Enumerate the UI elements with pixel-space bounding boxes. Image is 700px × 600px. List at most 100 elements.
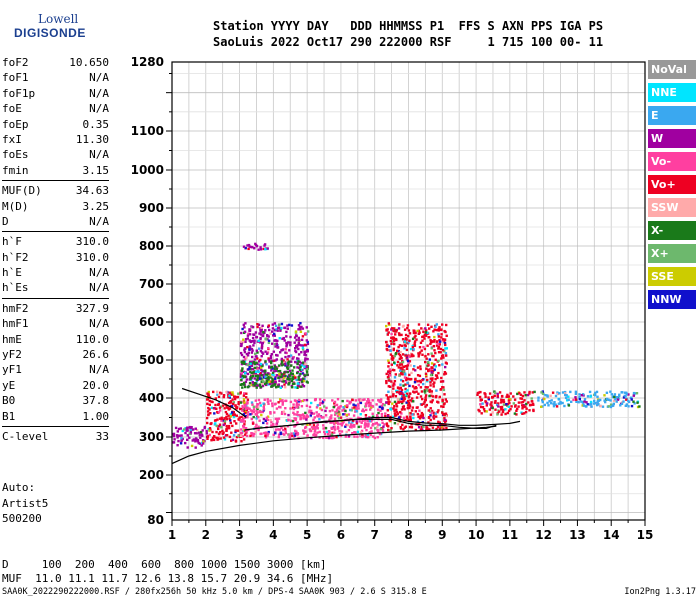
echo-point <box>379 409 382 412</box>
echo-point <box>256 351 259 354</box>
echo-point <box>357 425 360 429</box>
param-value: 1.00 <box>82 409 110 423</box>
echo-point <box>431 377 434 380</box>
echo-point <box>308 428 311 431</box>
echo-point <box>256 411 259 414</box>
echo-point <box>439 351 442 354</box>
echo-point <box>271 384 274 387</box>
echo-point <box>350 426 353 429</box>
echo-point <box>386 396 390 399</box>
echo-point <box>286 367 290 370</box>
echo-point <box>287 355 290 358</box>
param-value: N/A <box>89 317 109 331</box>
echo-point <box>365 428 368 432</box>
x-tick-label: 10 <box>468 528 485 542</box>
echo-point <box>284 431 287 435</box>
echo-point <box>279 351 282 354</box>
echo-point <box>279 386 282 389</box>
echo-point <box>485 404 488 407</box>
echo-point <box>280 326 283 330</box>
echo-point <box>214 422 217 425</box>
echo-point <box>375 403 378 406</box>
y-tick-label: 1100 <box>131 124 164 138</box>
echo-point <box>254 372 257 375</box>
echo-point <box>479 403 482 406</box>
echo-point <box>431 395 435 398</box>
echo-point <box>567 398 570 401</box>
echo-point <box>246 385 250 389</box>
echo-point <box>227 408 230 411</box>
echo-point <box>369 426 373 430</box>
echo-point <box>305 349 309 353</box>
echo-point <box>498 391 502 394</box>
echo-point <box>318 398 322 401</box>
param-row: h`Es N/A <box>2 280 109 295</box>
echo-point <box>267 339 271 342</box>
echo-point <box>490 406 493 409</box>
echo-point <box>273 365 277 368</box>
echo-point <box>177 427 181 431</box>
echo-point <box>494 408 497 411</box>
echo-point <box>241 374 244 378</box>
echo-point <box>426 389 429 393</box>
echo-point <box>210 400 213 403</box>
echo-point <box>254 430 257 433</box>
echo-point <box>557 398 561 401</box>
echo-point <box>259 362 263 366</box>
echo-point <box>301 327 305 330</box>
echo-point <box>439 380 443 383</box>
echo-point <box>280 375 283 379</box>
echo-point <box>327 432 330 436</box>
echo-point <box>441 323 444 326</box>
echo-point <box>255 386 258 389</box>
echo-point <box>444 418 447 422</box>
echo-point <box>396 349 399 353</box>
echo-point <box>521 412 524 415</box>
echo-point <box>528 392 531 395</box>
echo-point <box>344 405 347 408</box>
echo-point <box>425 367 428 370</box>
echo-point <box>256 357 259 360</box>
echo-point <box>590 405 593 408</box>
echo-point <box>361 433 364 436</box>
echo-point <box>430 347 433 350</box>
echo-point <box>419 341 423 344</box>
echo-point <box>248 348 251 351</box>
echo-point <box>401 423 404 427</box>
echo-point <box>254 370 258 373</box>
echo-point <box>205 432 208 435</box>
echo-point <box>488 392 492 395</box>
echo-point <box>273 332 276 336</box>
echo-point <box>357 403 360 406</box>
echo-point <box>315 406 319 409</box>
echo-point <box>420 327 423 330</box>
echo-point <box>621 401 624 404</box>
echo-point <box>303 350 306 353</box>
param-key: h`E <box>2 266 22 280</box>
echo-point <box>234 404 237 407</box>
echo-point <box>243 350 247 354</box>
echo-point <box>246 406 249 409</box>
echo-point <box>368 404 371 408</box>
echo-point <box>357 416 360 419</box>
echo-point <box>245 392 248 395</box>
echo-point <box>487 398 490 401</box>
echo-point <box>231 424 234 428</box>
echo-point <box>296 357 299 360</box>
echo-point <box>241 386 244 389</box>
param-row: foEs N/A <box>2 147 109 162</box>
echo-point <box>214 397 217 400</box>
echo-point <box>340 430 344 433</box>
echo-point <box>244 371 247 375</box>
echo-point <box>271 380 274 384</box>
echo-point <box>402 399 405 402</box>
echo-point <box>300 368 303 371</box>
echo-point <box>279 398 282 401</box>
echo-point <box>370 420 373 423</box>
echo-point <box>559 402 562 405</box>
echo-point <box>301 335 305 338</box>
echo-point <box>429 410 432 413</box>
echo-point <box>377 423 380 426</box>
echo-point <box>256 403 260 406</box>
echo-point <box>275 367 278 370</box>
